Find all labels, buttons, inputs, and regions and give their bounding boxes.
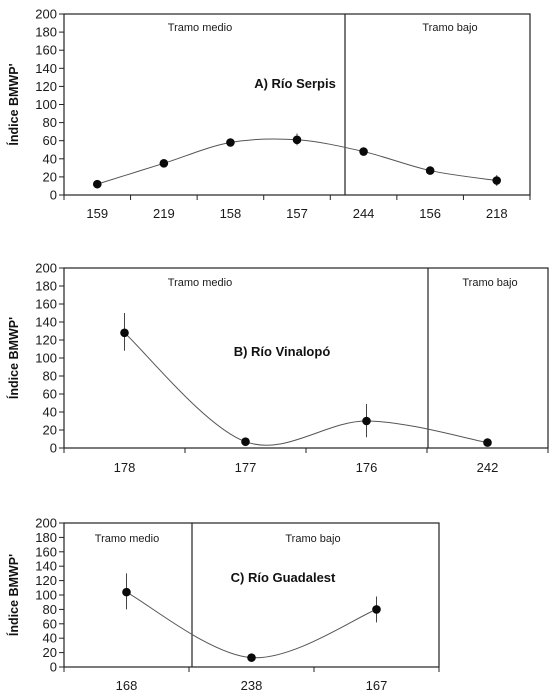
- chart-title: A) Río Serpis: [254, 76, 336, 91]
- data-point: [120, 328, 129, 338]
- data-point: [292, 135, 302, 145]
- data-point: [359, 147, 368, 156]
- y-tick-label: 120: [35, 573, 57, 588]
- data-point: [226, 138, 235, 147]
- data-point: [425, 166, 435, 175]
- y-tick-label: 80: [43, 115, 57, 130]
- x-tick-label: 176: [356, 460, 378, 475]
- y-tick-label: 140: [35, 61, 57, 76]
- data-point: [483, 438, 492, 447]
- x-tick-label: 219: [153, 206, 175, 221]
- x-tick-label: 238: [241, 678, 263, 693]
- x-tick-label: 167: [366, 678, 388, 693]
- zone-label: Tramo medio: [95, 533, 159, 545]
- y-tick-label: 120: [35, 79, 57, 94]
- y-tick-label: 40: [43, 631, 57, 646]
- y-axis-label: Índice BMWP': [6, 63, 21, 145]
- data-point: [122, 587, 131, 597]
- y-tick-label: 200: [35, 516, 57, 531]
- x-tick-label: 157: [286, 206, 308, 221]
- y-tick-label: 100: [35, 588, 57, 603]
- y-tick-label: 180: [35, 530, 57, 545]
- y-tick-label: 60: [43, 616, 57, 631]
- data-point: [372, 605, 381, 614]
- y-tick-label: 140: [35, 315, 57, 330]
- zone-label: Tramo bajo: [422, 22, 477, 34]
- y-tick-label: 60: [43, 387, 57, 402]
- y-tick-label: 20: [43, 169, 57, 184]
- y-tick-label: 160: [35, 544, 57, 559]
- y-tick-label: 60: [43, 133, 57, 148]
- x-tick-label: 158: [220, 206, 242, 221]
- y-tick-label: 100: [35, 351, 57, 366]
- y-axis-label: Índice BMWP': [6, 317, 21, 399]
- chart-title: B) Río Vinalopó: [234, 344, 331, 359]
- y-tick-label: 160: [35, 297, 57, 312]
- x-tick-label: 244: [353, 206, 375, 221]
- data-point: [92, 179, 102, 189]
- x-tick-label: 242: [477, 460, 499, 475]
- y-tick-label: 20: [43, 423, 57, 438]
- x-tick-label: 156: [419, 206, 441, 221]
- zone-label: Tramo bajo: [462, 277, 517, 289]
- y-tick-label: 0: [50, 660, 57, 675]
- plot-frame: [63, 13, 531, 196]
- series-line: [97, 138, 497, 185]
- chart-b-rio-vinalopo: 0 20 40 60 80 100 120 140 160 180 200 178 177 176 242 Í…: [6, 261, 549, 475]
- x-tick-label: 159: [86, 206, 108, 221]
- y-tick-label: 200: [35, 261, 57, 276]
- y-tick-label: 0: [50, 188, 57, 203]
- x-tick-label: 178: [114, 460, 136, 475]
- y-tick-label: 40: [43, 151, 57, 166]
- chart-title: C) Río Guadalest: [231, 570, 336, 585]
- y-tick-label: 120: [35, 333, 57, 348]
- data-point: [159, 159, 169, 168]
- data-point: [362, 416, 371, 426]
- zone-label: Tramo medio: [168, 277, 232, 289]
- series-line: [124, 332, 488, 446]
- y-tick-label: 80: [43, 602, 57, 617]
- x-tick-label: 218: [486, 206, 508, 221]
- series-line: [126, 591, 377, 659]
- chart-a-rio-serpis: 0 20 40 60 80 100 120 140 160 180 200 159 219 158 157 2…: [6, 7, 531, 221]
- x-tick-label: 177: [235, 460, 257, 475]
- y-tick-label: 20: [43, 645, 57, 660]
- y-tick-label: 180: [35, 25, 57, 40]
- y-tick-label: 40: [43, 405, 57, 420]
- x-tick-label: 168: [116, 678, 138, 693]
- y-tick-label: 140: [35, 559, 57, 574]
- y-tick-label: 100: [35, 97, 57, 112]
- y-tick-label: 80: [43, 369, 57, 384]
- y-tick-label: 200: [35, 7, 57, 22]
- zone-label: Tramo medio: [168, 22, 232, 34]
- data-point: [247, 653, 256, 662]
- y-tick-label: 160: [35, 43, 57, 58]
- y-tick-label: 180: [35, 279, 57, 294]
- data-point: [492, 176, 502, 185]
- y-axis-label: Índice BMWP': [6, 554, 21, 636]
- y-tick-label: 0: [50, 441, 57, 456]
- zone-label: Tramo bajo: [285, 533, 340, 545]
- data-point: [241, 437, 250, 447]
